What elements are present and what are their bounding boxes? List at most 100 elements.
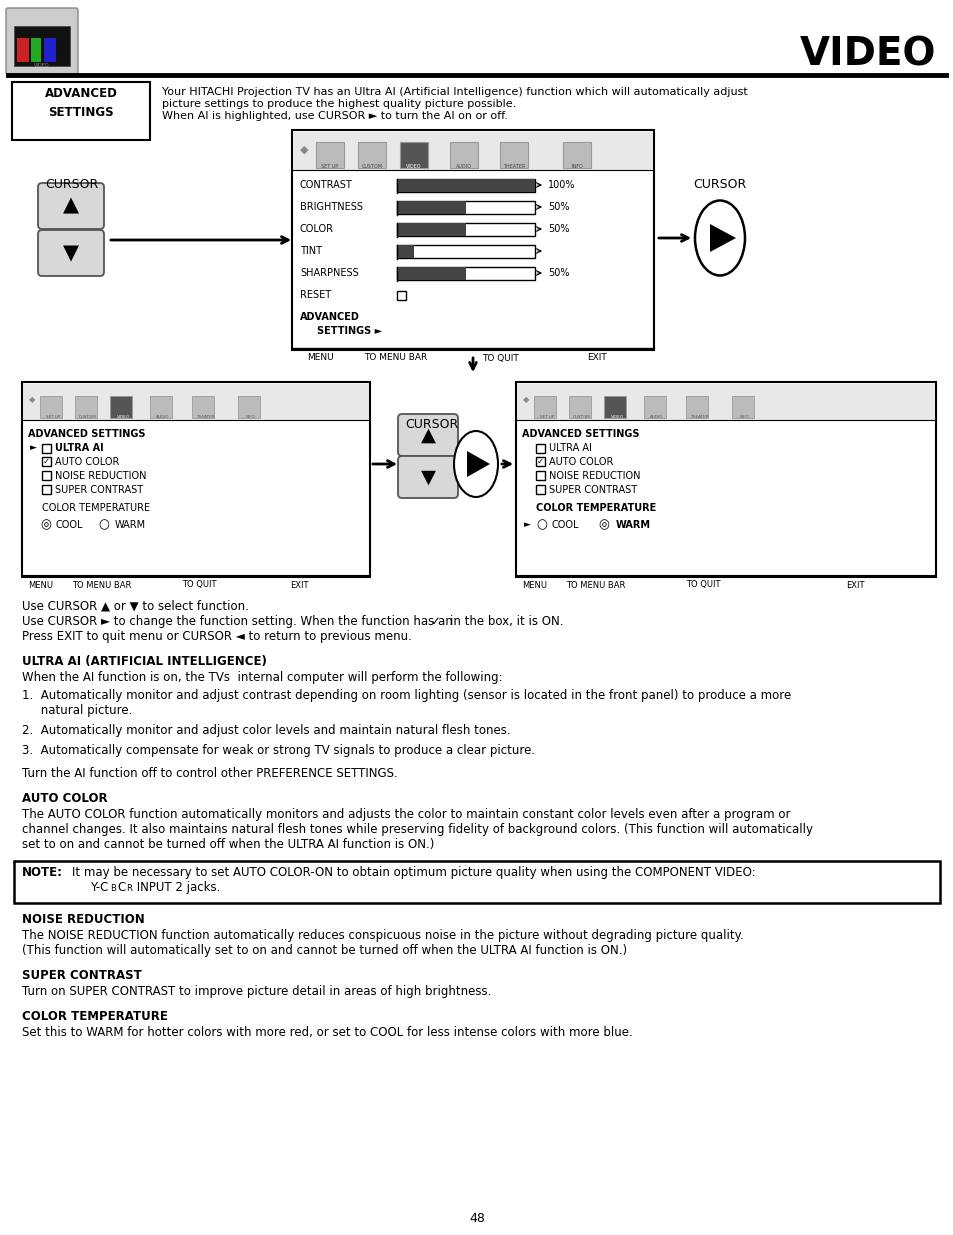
Text: ULTRA AI: ULTRA AI [548, 443, 591, 453]
Text: The NOISE REDUCTION function automatically reduces conspicuous noise in the pict: The NOISE REDUCTION function automatical… [22, 929, 743, 942]
Bar [42, 445, 51, 453]
Bar [40, 396, 62, 417]
Text: VIDEO: VIDEO [34, 63, 50, 68]
Polygon shape [709, 224, 735, 252]
Text: MENU: MENU [28, 580, 53, 589]
Text: set to on and cannot be turned off when the ULTRA AI function is ON.): set to on and cannot be turned off when … [22, 839, 434, 851]
Text: When the AI function is on, the TVs  internal computer will perform the followin: When the AI function is on, the TVs inte… [22, 671, 502, 684]
Text: NOTE:: NOTE: [22, 866, 63, 879]
Bar [536, 445, 544, 453]
Bar [731, 396, 753, 417]
Bar [192, 396, 213, 417]
Text: 50%: 50% [547, 224, 569, 233]
Bar [396, 267, 535, 280]
Text: MENU: MENU [307, 353, 334, 363]
Text: VIDEO: VIDEO [406, 164, 421, 169]
Text: COLOR TEMPERATURE: COLOR TEMPERATURE [536, 503, 656, 513]
Ellipse shape [454, 431, 497, 496]
Text: ▲: ▲ [63, 195, 79, 215]
Text: TO QUIT: TO QUIT [685, 580, 720, 589]
Bar [568, 396, 590, 417]
Text: INFO: INFO [246, 415, 255, 419]
Text: WARM: WARM [115, 520, 146, 530]
Text: ADVANCED
SETTINGS: ADVANCED SETTINGS [45, 86, 117, 119]
Text: TO MENU BAR: TO MENU BAR [71, 580, 132, 589]
Text: Use CURSOR ► to change the function setting. When the function has an: Use CURSOR ► to change the function sett… [22, 615, 453, 629]
Bar [44, 38, 56, 62]
Bar [396, 179, 535, 191]
Text: BRIGHTNESS: BRIGHTNESS [299, 203, 363, 212]
Text: NOISE REDUCTION: NOISE REDUCTION [22, 913, 145, 926]
Text: NOISE REDUCTION: NOISE REDUCTION [55, 471, 147, 480]
Text: SHARPNESS: SHARPNESS [299, 268, 358, 278]
Text: When AI is highlighted, use CURSOR ► to turn the AI on or off.: When AI is highlighted, use CURSOR ► to … [162, 111, 507, 121]
Text: 50%: 50% [547, 268, 569, 278]
Text: R: R [126, 884, 132, 893]
FancyBboxPatch shape [397, 414, 457, 456]
FancyBboxPatch shape [38, 230, 104, 275]
Bar [357, 142, 386, 168]
Text: ◆: ◆ [29, 395, 35, 405]
Bar [42, 485, 51, 494]
Text: Use CURSOR ▲ or ▼ to select function.: Use CURSOR ▲ or ▼ to select function. [22, 600, 249, 613]
Text: SUPER CONTRAST: SUPER CONTRAST [22, 969, 142, 982]
Bar [536, 457, 544, 466]
Bar [499, 142, 527, 168]
Text: ◆: ◆ [299, 144, 308, 156]
Text: VIDEO: VIDEO [799, 36, 935, 74]
Text: VIDEO: VIDEO [610, 415, 623, 419]
Text: SETTINGS ►: SETTINGS ► [316, 326, 382, 336]
Text: SET UP: SET UP [321, 164, 338, 169]
Text: ○: ○ [98, 519, 109, 531]
Text: 48: 48 [469, 1212, 484, 1224]
Bar [293, 132, 652, 170]
Text: THEATER: THEATER [689, 415, 707, 419]
Bar [396, 224, 535, 236]
Bar [534, 396, 556, 417]
Text: ✓: ✓ [537, 457, 543, 466]
Bar [396, 201, 535, 214]
Text: TINT: TINT [299, 246, 322, 256]
Text: 3.  Automatically compensate for weak or strong TV signals to produce a clear pi: 3. Automatically compensate for weak or … [22, 743, 535, 757]
Text: It may be necessary to set AUTO COLOR-ON to obtain optimum picture quality when : It may be necessary to set AUTO COLOR-ON… [71, 866, 755, 879]
Bar [450, 142, 477, 168]
Text: ▲: ▲ [420, 426, 435, 445]
Text: Turn on SUPER CONTRAST to improve picture detail in areas of high brightness.: Turn on SUPER CONTRAST to improve pictur… [22, 986, 491, 998]
Text: MENU: MENU [521, 580, 546, 589]
Bar [14, 861, 939, 903]
Bar [42, 471, 51, 480]
Text: THEATER: THEATER [502, 164, 525, 169]
Text: Set this to WARM for hotter colors with more red, or set to COOL for less intens: Set this to WARM for hotter colors with … [22, 1026, 632, 1039]
Text: COOL: COOL [552, 520, 578, 530]
Text: 1.  Automatically monitor and adjust contrast depending on room lighting (sensor: 1. Automatically monitor and adjust cont… [22, 689, 790, 701]
Bar [30, 38, 41, 62]
Text: ◎: ◎ [598, 519, 608, 531]
Bar [396, 245, 414, 258]
Text: AUDIO: AUDIO [650, 415, 663, 419]
Text: CONTRAST: CONTRAST [299, 180, 353, 190]
Text: Y-C: Y-C [90, 881, 109, 894]
Text: channel changes. It also maintains natural flesh tones while preserving fidelity: channel changes. It also maintains natur… [22, 823, 812, 836]
Text: AUDIO: AUDIO [156, 415, 170, 419]
Text: CUSTOM: CUSTOM [573, 415, 590, 419]
Text: SET UP: SET UP [539, 415, 554, 419]
Bar [23, 384, 369, 420]
Text: ◆: ◆ [522, 395, 529, 405]
Text: TO MENU BAR: TO MENU BAR [364, 353, 427, 363]
Text: AUTO COLOR: AUTO COLOR [548, 457, 613, 467]
Text: COLOR TEMPERATURE: COLOR TEMPERATURE [22, 1010, 168, 1023]
Bar [396, 201, 465, 214]
Text: TO QUIT: TO QUIT [182, 580, 216, 589]
Text: natural picture.: natural picture. [22, 704, 132, 718]
Bar [14, 26, 70, 65]
Text: TO MENU BAR: TO MENU BAR [565, 580, 625, 589]
Text: CURSOR: CURSOR [46, 178, 98, 191]
Text: CUSTOM: CUSTOM [79, 415, 97, 419]
Text: ADVANCED SETTINGS: ADVANCED SETTINGS [521, 429, 639, 438]
Bar [12, 82, 150, 140]
Text: 2.  Automatically monitor and adjust color levels and maintain natural flesh ton: 2. Automatically monitor and adjust colo… [22, 724, 510, 737]
Text: THEATER: THEATER [195, 415, 214, 419]
Text: B: B [110, 884, 115, 893]
Bar [399, 142, 428, 168]
Bar [685, 396, 707, 417]
